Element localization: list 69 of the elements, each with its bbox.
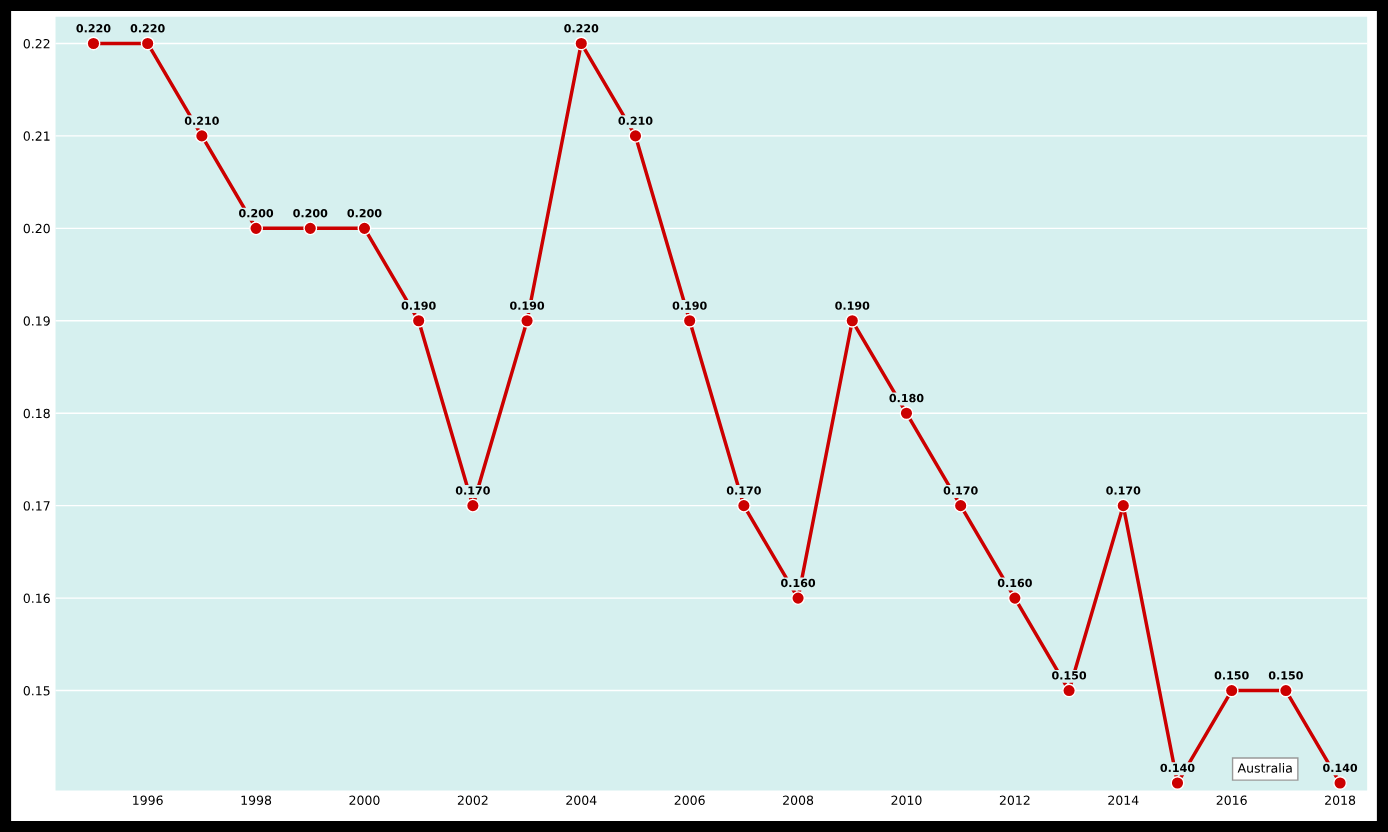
x-tick-label: 2008 [783,795,814,805]
data-label: 0.140 [1160,763,1195,773]
data-label: 0.140 [1323,763,1358,773]
y-tick-label: 0.15 [23,686,50,696]
y-tick-label: 0.18 [23,408,50,419]
x-tick-label: 1996 [133,795,163,805]
point [628,128,643,143]
point [1333,776,1348,790]
x-tick-label: 2014 [1108,795,1139,805]
data-label: 0.180 [889,393,924,403]
text: Australia [1237,763,1292,773]
data-label: 0.160 [997,578,1032,588]
point [140,36,155,51]
y-tick-label: 0.17 [23,501,50,511]
data-label: 0.200 [347,208,382,218]
x-tick-label: 2006 [674,795,705,805]
x-tick-label: 2002 [457,795,488,805]
point [1062,683,1077,698]
y-tick-label: 0.19 [23,316,50,326]
point [791,591,806,606]
data-label: 0.200 [239,208,274,218]
data-label: 0.190 [672,301,707,310]
data-label: 0.220 [76,24,111,33]
y-tick-label: 0.20 [23,223,50,234]
point [1278,683,1293,698]
point [520,313,535,328]
point [682,313,697,328]
data-label: 0.220 [564,24,599,33]
data-label: 0.170 [455,486,490,495]
point [574,36,589,51]
point [1224,683,1239,698]
y-tick-label: 0.21 [23,131,50,141]
data-label: 0.170 [1106,486,1141,495]
point [249,221,264,236]
x-tick-label: 2012 [999,795,1030,805]
x-tick-label: 1998 [241,795,272,805]
data-label: 0.190 [510,301,545,310]
x-tick-label: 2010 [891,795,922,805]
data-label: 0.150 [1214,671,1249,680]
data-label: 0.210 [618,116,653,125]
data-label: 0.170 [726,486,761,495]
point [357,221,372,236]
data-label: 0.170 [943,486,978,495]
point [845,313,860,328]
x-tick-label: 2016 [1216,795,1247,805]
data-label: 0.190 [401,301,436,310]
point [86,36,101,51]
point [194,128,209,143]
data-label: 0.150 [1268,671,1303,680]
point [1007,591,1022,606]
point [953,498,968,513]
point [899,406,914,421]
point [1116,498,1131,513]
y-tick-label: 0.22 [23,38,50,49]
x-tick-label: 2000 [349,795,380,805]
data-label: 0.190 [835,301,870,310]
data-label: 0.200 [293,208,328,218]
point [736,498,751,513]
x-tick-label: 2004 [566,795,597,805]
data-label: 0.160 [781,578,816,588]
point [465,498,480,513]
data-label: 0.210 [184,116,219,125]
data-label: 0.220 [130,24,165,33]
point [1170,776,1185,790]
data-label: 0.150 [1052,671,1087,680]
y-tick-label: 0.16 [23,593,50,604]
x-tick-label: 2018 [1325,795,1356,805]
point [303,221,318,236]
point [411,313,426,328]
